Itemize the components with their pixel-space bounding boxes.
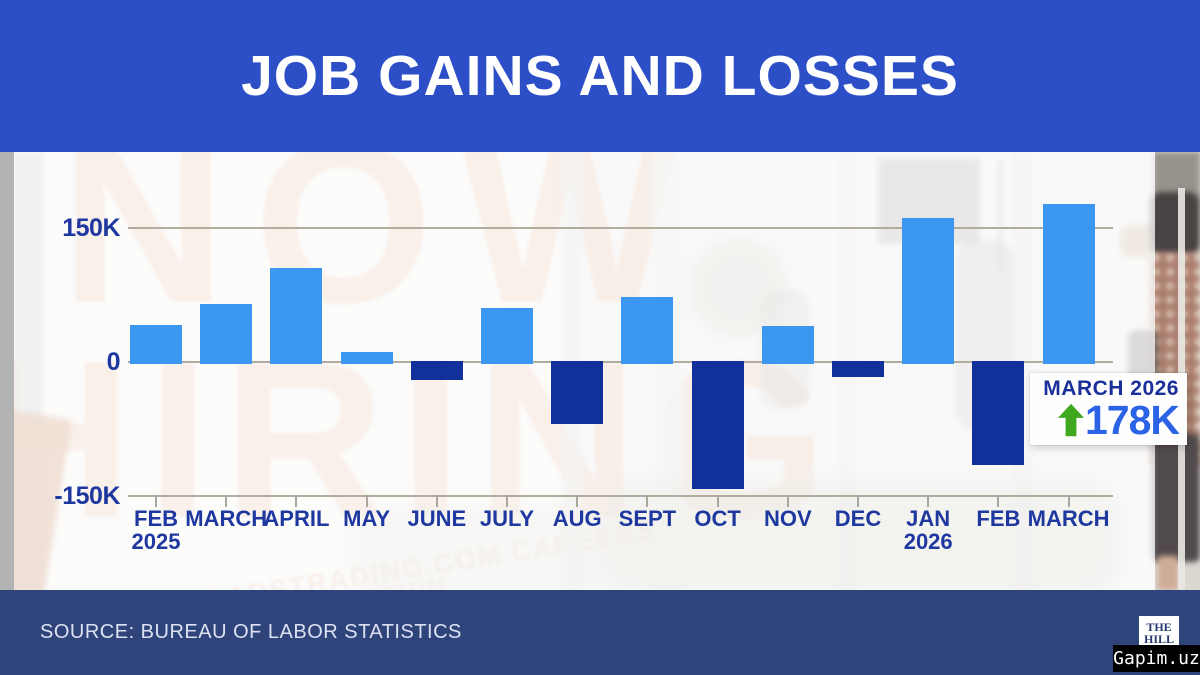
source-text: SOURCE: BUREAU OF LABOR STATISTICS (40, 621, 462, 643)
bar-nov (761, 326, 814, 364)
y-axis-label-0: 0 (106, 348, 121, 376)
logo-line2: HILL (1143, 631, 1174, 646)
photo-edge-strip (0, 152, 14, 590)
x-axis-tick-sept (646, 495, 649, 507)
the-hill-logo: THE HILL (1139, 616, 1179, 649)
photo-shape (1152, 434, 1200, 562)
callout-box: MARCH 2026 178K (1030, 373, 1187, 445)
bar-aug (551, 361, 604, 424)
bar-april (270, 268, 323, 364)
x-axis-label-feb-2025: FEB 2025 (96, 507, 216, 553)
x-axis-tick-june (435, 495, 438, 507)
white-wash-overlay-right (1155, 152, 1200, 590)
x-axis-label-march: MARCH (1027, 506, 1110, 531)
watermark: Gapim.uz (1113, 645, 1200, 672)
bar-feb-2025 (130, 325, 182, 364)
x-axis-tick-march (225, 495, 228, 507)
bar-dec (832, 361, 884, 378)
x-axis-tick-oct (716, 495, 719, 507)
page-title: JOB GAINS AND LOSSES (241, 44, 959, 108)
callout-value: 178K (1084, 397, 1180, 443)
bar-march (1042, 203, 1095, 364)
bar-june (410, 361, 463, 380)
x-axis-label-feb: FEB (976, 506, 1021, 531)
x-axis-label-dec: DEC (834, 506, 882, 531)
x-axis-label-june: JUNE (407, 506, 467, 531)
gridline-0 (128, 361, 1113, 363)
x-axis-sublabel-feb-2025: 2025 (131, 529, 181, 554)
gridline--150K (128, 495, 1113, 497)
x-axis-tick-nov (786, 495, 789, 507)
bar-sept (621, 296, 674, 364)
x-axis-tick-aug (576, 495, 579, 507)
x-axis-tick-feb-2025 (155, 495, 157, 507)
callout-month-label: MARCH 2026 (1043, 377, 1179, 400)
y-axis-label--150K: -150K (54, 482, 120, 510)
x-axis-label-april: APRIL (263, 506, 330, 531)
callout-value-row: 178K (1057, 397, 1180, 443)
up-arrow-icon (1057, 403, 1084, 437)
bar-july (481, 307, 533, 364)
x-axis-label-jan-2026: JAN 2026 (868, 507, 988, 553)
x-axis-tick-july (506, 495, 508, 507)
x-axis-label-july: JULY (479, 506, 535, 531)
x-axis-tick-jan-2026 (927, 495, 930, 507)
x-axis-tick-dec (857, 495, 859, 507)
x-axis-label-oct: OCT (694, 506, 741, 531)
x-axis-sublabel-jan-2026: 2026 (903, 529, 953, 554)
x-axis-tick-may (365, 495, 368, 507)
x-axis-tick-april (295, 495, 298, 507)
watermark-text: Gapim.uz (1113, 648, 1200, 669)
bar-march (200, 304, 253, 364)
gridline-150K (128, 227, 1113, 229)
bar-feb (972, 361, 1025, 465)
x-axis-label-aug: AUG (552, 506, 602, 531)
photo-shape (1150, 192, 1200, 256)
y-axis-label-150K: 150K (62, 214, 120, 242)
footer-bar: SOURCE: BUREAU OF LABOR STATISTICS (0, 590, 1200, 675)
x-axis-label-may: MAY (343, 506, 391, 531)
bar-oct (691, 361, 744, 489)
logo-line1: THE (1146, 619, 1172, 634)
x-axis-tick-feb (997, 495, 1000, 507)
photo-shape (1158, 556, 1178, 590)
x-axis-label-sept: SEPT (618, 506, 677, 531)
header-banner: JOB GAINS AND LOSSES (0, 0, 1200, 152)
x-axis-label-march: MARCH (185, 506, 268, 531)
bar-jan-2026 (902, 218, 955, 364)
x-axis-label-nov: NOV (763, 506, 812, 531)
x-axis-tick-march (1067, 495, 1070, 507)
bar-may (340, 352, 393, 364)
